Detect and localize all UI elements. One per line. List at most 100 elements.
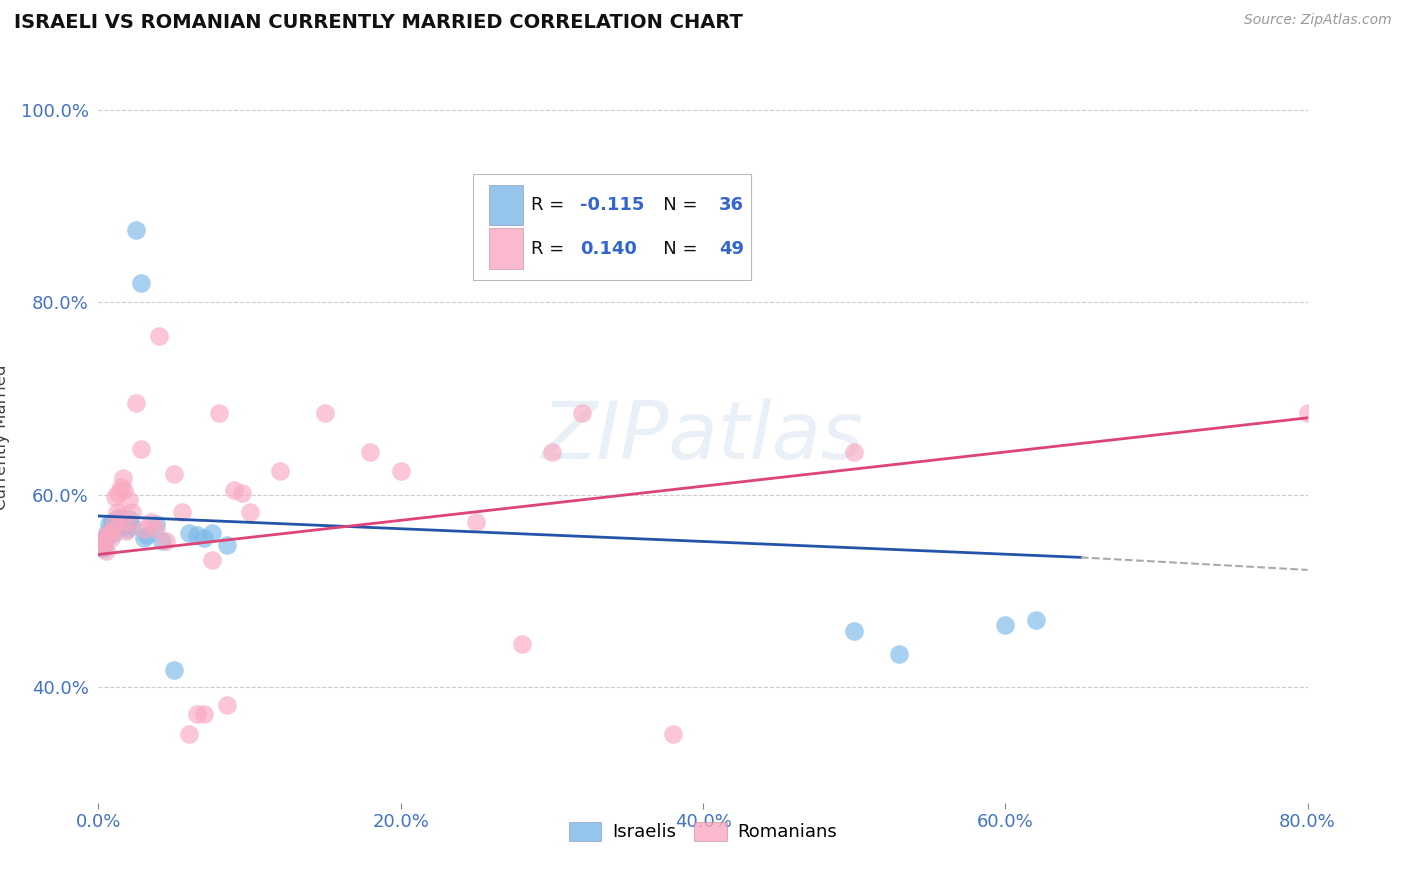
Point [132,521,155,535]
Point [118,512,141,526]
Point [110,512,132,526]
Point [314,406,336,420]
Point [125,223,148,237]
Point [269,464,291,478]
Point [93,541,115,555]
Point [101,515,124,529]
Point [93,534,115,549]
Text: ZIPatlas: ZIPatlas [541,398,865,476]
Legend: Israelis, Romanians: Israelis, Romanians [561,814,845,848]
Text: 49: 49 [718,240,744,258]
Point [94,531,117,545]
Point [98,526,121,541]
Point [100,521,122,535]
Point [121,518,143,533]
Point [1296,406,1319,420]
Point [132,531,155,545]
Point [510,637,533,651]
Point [145,521,167,535]
Point [224,483,246,497]
FancyBboxPatch shape [489,185,523,225]
Point [104,490,127,504]
Point [129,442,152,456]
Point [114,524,136,539]
Point [208,406,231,420]
Point [107,486,129,500]
Point [465,515,488,529]
Point [141,515,163,529]
Text: R =: R = [531,240,571,258]
Point [112,518,135,533]
Point [889,647,911,661]
Text: 36: 36 [718,196,744,214]
Point [148,329,170,343]
Point [155,534,177,549]
Point [179,526,201,541]
Point [163,467,186,481]
Point [163,663,186,677]
Point [121,505,143,519]
Point [186,707,208,722]
Point [107,515,129,529]
Point [135,528,157,542]
Point [103,516,125,531]
Point [844,444,866,458]
Point [118,492,141,507]
Point [844,624,866,639]
Point [389,464,412,478]
Text: -0.115: -0.115 [579,196,644,214]
Point [105,512,128,526]
Point [110,480,132,494]
Point [98,516,121,531]
Text: 0.140: 0.140 [579,240,637,258]
Point [150,534,173,549]
Point [115,521,138,535]
Point [186,528,208,542]
Point [104,518,127,533]
Point [201,553,224,567]
Point [193,531,215,545]
Point [540,444,562,458]
Point [101,524,124,539]
Point [179,726,201,740]
Point [111,516,134,531]
Point [215,698,238,712]
Point [91,536,114,550]
Point [239,505,262,519]
Point [145,516,167,531]
Point [129,276,152,290]
Point [111,470,134,484]
Point [112,483,135,497]
Point [96,528,118,542]
Point [1024,613,1046,627]
Point [115,515,138,529]
Point [125,396,148,410]
Text: N =: N = [647,240,703,258]
Point [215,538,238,552]
Point [201,526,224,541]
Y-axis label: Currently Married: Currently Married [0,364,10,510]
Point [360,444,382,458]
Point [103,526,125,541]
Point [100,531,122,545]
Text: N =: N = [647,196,703,214]
Text: R =: R = [531,196,571,214]
Point [108,508,131,523]
Point [105,505,128,519]
Text: Source: ZipAtlas.com: Source: ZipAtlas.com [1244,13,1392,28]
Point [90,538,112,552]
Point [91,536,114,550]
Point [193,707,215,722]
Point [231,486,253,500]
FancyBboxPatch shape [474,174,751,280]
Point [108,518,131,533]
Point [571,406,593,420]
Point [94,543,117,558]
FancyBboxPatch shape [489,228,523,268]
Point [114,515,136,529]
Point [96,526,118,541]
Point [90,541,112,555]
Text: ISRAELI VS ROMANIAN CURRENTLY MARRIED CORRELATION CHART: ISRAELI VS ROMANIAN CURRENTLY MARRIED CO… [14,13,742,32]
Point [994,617,1017,632]
Point [170,505,193,519]
